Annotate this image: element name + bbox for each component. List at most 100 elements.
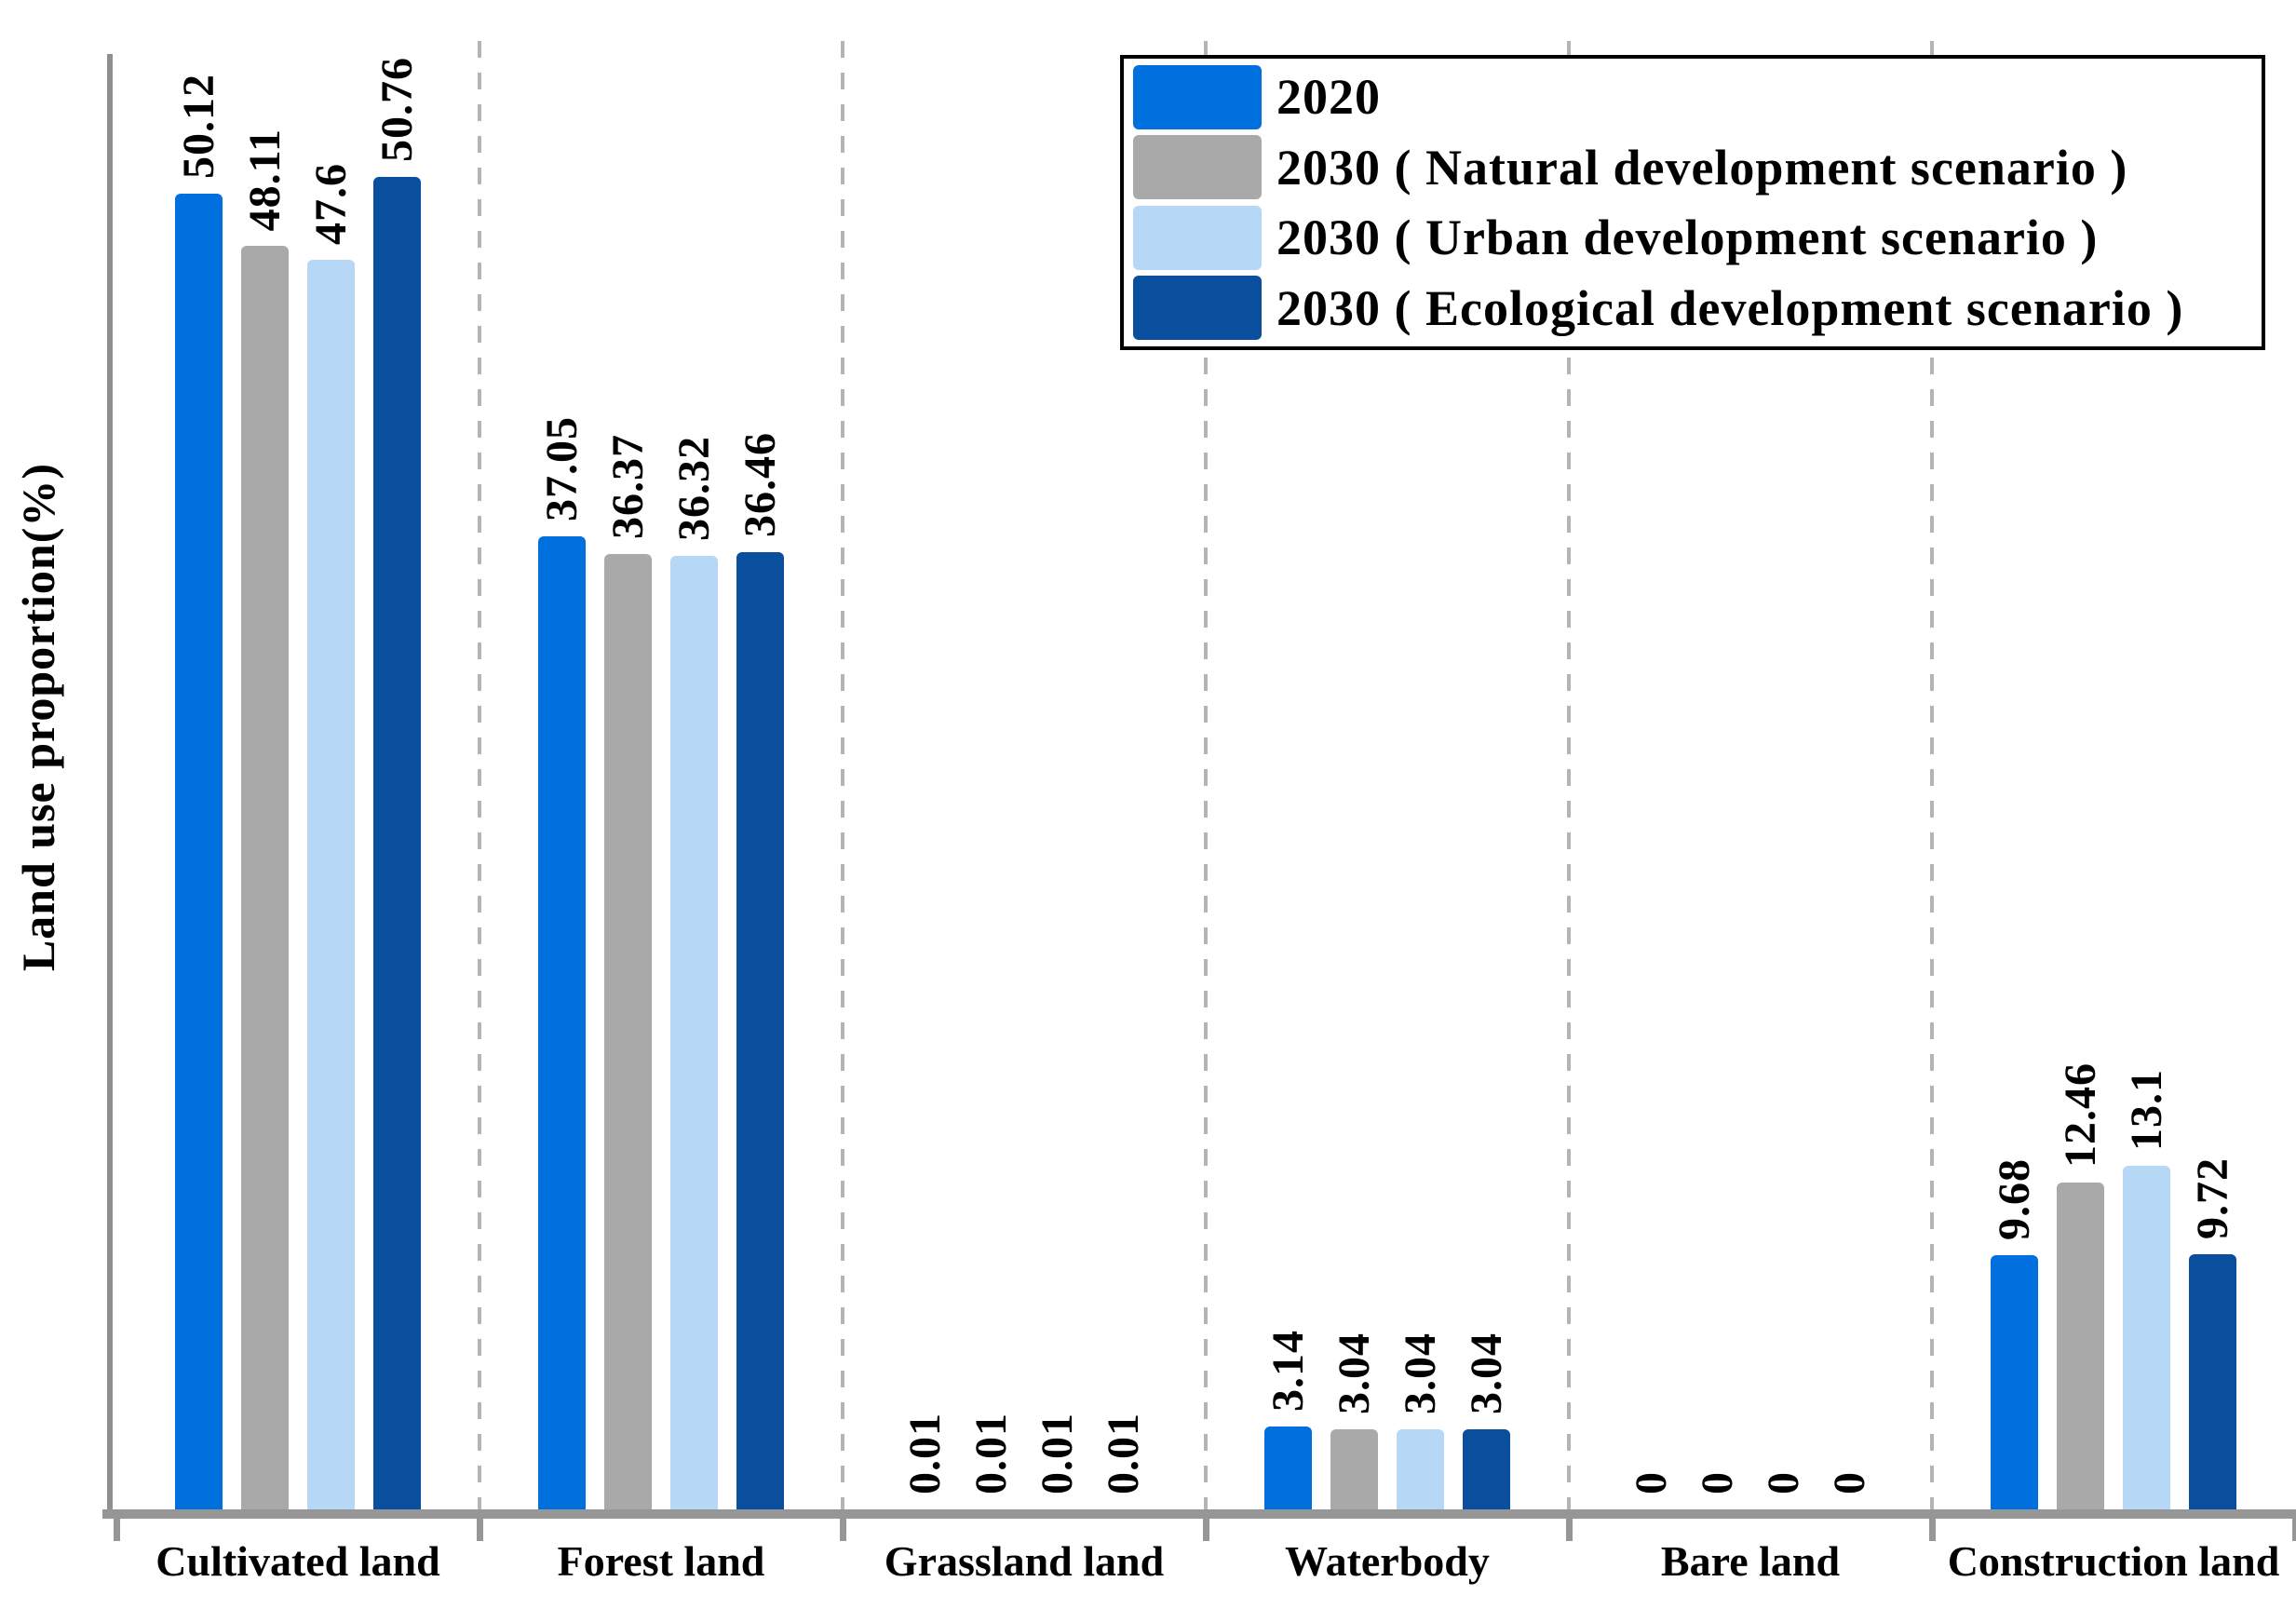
x-axis-tick — [840, 1519, 846, 1541]
bar-value-label: 0 — [1626, 1471, 1676, 1494]
category-separator-gridline — [1930, 41, 1934, 1509]
bar-column: 3.14 — [1263, 1330, 1313, 1509]
bar — [2189, 1254, 2236, 1509]
y-axis-title: Land use proportion(%) — [12, 463, 64, 972]
bar-column: 0.01 — [966, 1413, 1016, 1509]
x-axis-tick — [1566, 1519, 1573, 1541]
bar-column: 13.1 — [2121, 1069, 2171, 1509]
x-axis-tick — [114, 1519, 120, 1541]
y-axis-line — [107, 54, 113, 1519]
bar-column: 3.04 — [1329, 1332, 1379, 1509]
bar-column: 37.05 — [536, 416, 587, 1509]
bar — [2123, 1166, 2170, 1509]
legend-swatch-2020 — [1133, 64, 1262, 129]
bar-column: 0 — [1758, 1471, 1808, 1509]
legend-label: 2030 ( Ecological development scenario ) — [1276, 279, 2184, 336]
bar-value-label: 0 — [1824, 1471, 1874, 1494]
bar-column: 12.46 — [2055, 1062, 2105, 1509]
bar — [736, 552, 784, 1509]
legend-item-ecological: 2030 ( Ecological development scenario ) — [1133, 276, 2262, 341]
bar — [1991, 1255, 2038, 1509]
x-axis-category-label: Forest land — [557, 1537, 765, 1585]
bar-value-label: 37.05 — [536, 416, 587, 521]
legend-item-urban: 2030 ( Urban development scenario ) — [1133, 205, 2262, 270]
bar-value-label: 50.76 — [371, 57, 422, 162]
bar-column: 0 — [1824, 1471, 1874, 1509]
bar-group: 9.68 12.46 13.1 9.72 — [1932, 1062, 2295, 1509]
bar-column: 47.6 — [306, 163, 356, 1509]
legend-swatch-ecological — [1133, 276, 1262, 341]
bar-column: 36.46 — [735, 432, 785, 1509]
bar-column: 36.32 — [669, 436, 719, 1509]
legend-swatch-natural — [1133, 135, 1262, 200]
bar-value-label: 9.68 — [1989, 1158, 2039, 1240]
bar — [604, 554, 652, 1509]
bar-column: 0 — [1626, 1471, 1676, 1509]
bar-column: 0.01 — [1032, 1413, 1082, 1509]
bar — [1397, 1429, 1444, 1509]
x-axis-tick — [2292, 1519, 2296, 1541]
bar-value-label: 13.1 — [2121, 1069, 2171, 1151]
category-separator-gridline — [478, 41, 481, 1509]
bar-value-label: 9.72 — [2187, 1157, 2237, 1239]
bar-value-label: 3.04 — [1395, 1332, 1445, 1414]
bar-group: 50.12 48.11 47.6 50.76 — [116, 57, 479, 1509]
legend: 2020 2030 ( Natural development scenario… — [1120, 55, 2265, 350]
x-axis-tick — [1929, 1519, 1936, 1541]
bar-group: 37.05 36.37 36.32 36.46 — [479, 416, 843, 1509]
bar-column: 50.12 — [173, 74, 223, 1509]
bar-column: 3.04 — [1461, 1332, 1511, 1509]
bar-value-label: 3.14 — [1263, 1330, 1313, 1412]
bar-column: 0.01 — [1098, 1413, 1148, 1509]
x-axis-category-label: Bare land — [1660, 1537, 1841, 1585]
x-axis-category-label: Waterbody — [1285, 1537, 1490, 1585]
bar-group: 3.14 3.04 3.04 3.04 — [1206, 1330, 1569, 1509]
legend-label: 2020 — [1276, 69, 1381, 126]
bar-value-label: 36.46 — [735, 432, 785, 537]
bar — [538, 536, 586, 1509]
bar-group: 0.01 0.01 0.01 0.01 — [843, 1413, 1206, 1509]
bar-value-label: 48.11 — [239, 128, 290, 231]
bar-column: 36.37 — [602, 434, 653, 1509]
legend-item-natural: 2030 ( Natural development scenario ) — [1133, 135, 2262, 200]
x-axis-category-label: Cultivated land — [155, 1537, 440, 1585]
bar — [2057, 1183, 2104, 1509]
bar-value-label: 3.04 — [1461, 1332, 1511, 1414]
bar — [241, 246, 289, 1509]
bar-column: 9.72 — [2187, 1157, 2237, 1509]
legend-item-2020: 2020 — [1133, 64, 2262, 129]
bar-value-label: 50.12 — [173, 74, 223, 179]
bar — [307, 260, 355, 1509]
category-separator-gridline — [841, 41, 844, 1509]
bar-value-label: 0.01 — [966, 1413, 1016, 1494]
x-axis-tick — [1203, 1519, 1209, 1541]
category-separator-gridline — [1567, 41, 1571, 1509]
bar-value-label: 0.01 — [899, 1413, 950, 1494]
legend-label: 2030 ( Urban development scenario ) — [1276, 210, 2099, 266]
bar-column: 3.04 — [1395, 1332, 1445, 1509]
bar-column: 0 — [1692, 1471, 1742, 1509]
legend-label: 2030 ( Natural development scenario ) — [1276, 139, 2128, 196]
bar-value-label: 0.01 — [1032, 1413, 1082, 1494]
bar — [1330, 1429, 1378, 1509]
category-separator-gridline — [1204, 41, 1208, 1509]
bar-value-label: 3.04 — [1329, 1332, 1379, 1414]
bar-value-label: 0 — [1758, 1471, 1808, 1494]
x-axis-category-label: Construction land — [1947, 1537, 2280, 1585]
x-axis-tick — [477, 1519, 483, 1541]
bar — [670, 556, 718, 1509]
bar-value-label: 36.32 — [669, 436, 719, 541]
bar-value-label: 0 — [1692, 1471, 1742, 1494]
bar-value-label: 0.01 — [1098, 1413, 1148, 1494]
bar — [175, 194, 223, 1509]
bar-value-label: 36.37 — [602, 434, 653, 539]
bar — [373, 177, 421, 1509]
legend-swatch-urban — [1133, 205, 1262, 270]
bar — [1463, 1429, 1510, 1509]
bar-column: 0.01 — [899, 1413, 950, 1509]
bar-value-label: 12.46 — [2055, 1062, 2105, 1168]
bar-column: 48.11 — [239, 128, 290, 1509]
bar-column: 50.76 — [371, 57, 422, 1509]
